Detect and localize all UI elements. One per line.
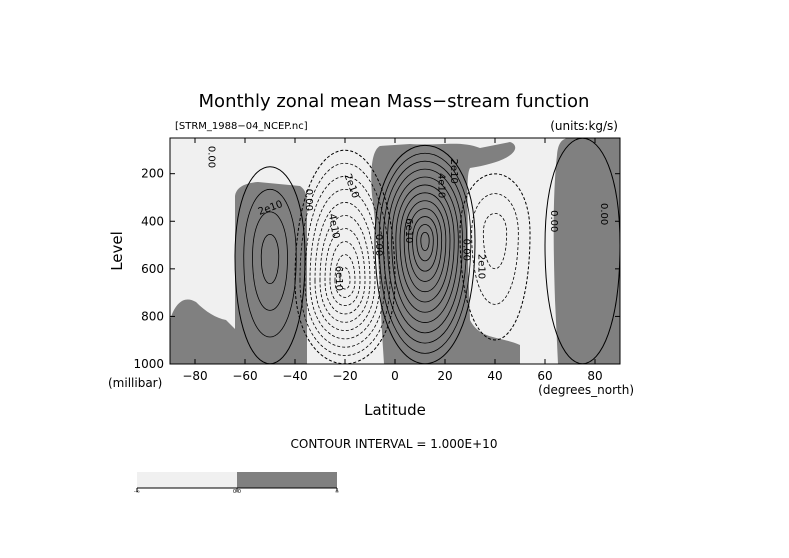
colorbar: -∞ 0.0 ∞ bbox=[134, 472, 339, 495]
northern-hadley-cell-contour bbox=[403, 200, 447, 293]
northern-hadley-cell-contour bbox=[374, 145, 476, 364]
x-tick-label: −60 bbox=[232, 369, 257, 383]
southern-hadley-cell-contour bbox=[324, 228, 366, 315]
y-axis-unit-label: (millibar) bbox=[108, 376, 162, 390]
x-tick-label: 80 bbox=[587, 369, 602, 383]
northern-hadley-cell-contour bbox=[407, 208, 443, 282]
southern-polar-cell-contour bbox=[243, 188, 297, 338]
contour-label: 2e10 bbox=[448, 159, 459, 184]
contour-label: 6e10 bbox=[403, 218, 414, 243]
colorbar-label-zero: 0.0 bbox=[233, 489, 241, 495]
x-axis-ticks: −80 −60 −40 −20 0 20 40 60 80 bbox=[182, 138, 603, 383]
southern-hadley-cell-contour bbox=[299, 163, 391, 356]
chart-title: Monthly zonal mean Mass−stream function bbox=[199, 91, 590, 112]
x-tick-label: 60 bbox=[537, 369, 552, 383]
southern-polar-cell-contour bbox=[234, 166, 306, 364]
northern-hadley-cell-contour bbox=[399, 192, 451, 303]
x-tick-label: 20 bbox=[437, 369, 452, 383]
x-axis-unit-label: (degrees_north) bbox=[538, 383, 634, 397]
y-tick-label: 600 bbox=[141, 262, 164, 276]
colorbar-negative-swatch bbox=[137, 472, 237, 488]
southern-polar-cell-shading bbox=[235, 182, 307, 364]
contour-interval-text: CONTOUR INTERVAL = 1.000E+10 bbox=[291, 437, 498, 451]
southern-polar-cell-contour bbox=[252, 211, 288, 311]
southern-hadley-cell-contour bbox=[334, 254, 356, 298]
southern-hadley-cell-contour bbox=[304, 176, 386, 348]
contour-label: 0.00 bbox=[373, 234, 384, 256]
x-tick-label: 0 bbox=[391, 369, 399, 383]
colorbar-positive-swatch bbox=[237, 472, 337, 488]
contour-label: 0.00 bbox=[303, 189, 314, 211]
x-axis-title: Latitude bbox=[364, 401, 426, 419]
northern-hadley-cell-contour bbox=[378, 152, 472, 354]
southern-hadley-cell-contour bbox=[309, 188, 381, 340]
contour-label: 2e10 bbox=[476, 254, 487, 279]
y-tick-label: 1000 bbox=[133, 357, 164, 371]
northern-hadley-cell-contour bbox=[412, 216, 438, 272]
contour-label: 4e10 bbox=[436, 173, 447, 198]
northern-hadley-cell-contour bbox=[416, 224, 434, 262]
southern-hadley-cell-contour bbox=[314, 202, 376, 331]
contour-label: 0.00 bbox=[206, 146, 217, 168]
northern-hadley-cell-contour bbox=[382, 160, 468, 344]
northern-ferrel-cell-contour bbox=[471, 193, 519, 305]
southern-hadley-cell-contour bbox=[329, 241, 361, 307]
y-tick-label: 400 bbox=[141, 214, 164, 228]
antarctic-surface-shading bbox=[170, 299, 236, 364]
southern-polar-cell-contour bbox=[260, 234, 280, 285]
x-tick-label: −20 bbox=[332, 369, 357, 383]
units-label: (units:kg/s) bbox=[550, 119, 618, 133]
northern-ferrel-cell-contour bbox=[459, 173, 531, 341]
x-tick-label: −80 bbox=[182, 369, 207, 383]
file-label: [STRM_1988−04_NCEP.nc] bbox=[175, 121, 308, 132]
y-tick-label: 800 bbox=[141, 309, 164, 323]
contour-label: 0.00 bbox=[548, 210, 559, 232]
southern-hadley-cell-contour bbox=[294, 149, 396, 364]
northern-ferrel-cell-contour bbox=[482, 213, 508, 269]
y-tick-label: 200 bbox=[141, 167, 164, 181]
colorbar-label-min: -∞ bbox=[134, 489, 140, 495]
x-tick-label: 40 bbox=[487, 369, 502, 383]
northern-hadley-cell-contour bbox=[395, 184, 455, 313]
northern-hadley-cell-contour bbox=[391, 176, 459, 323]
contour-label: 0.00 bbox=[598, 203, 609, 225]
contour-label: 4e10 bbox=[326, 213, 341, 240]
colorbar-label-max: ∞ bbox=[335, 489, 339, 495]
northern-hadley-cell-contour bbox=[387, 168, 463, 334]
contour-label: 0.00 bbox=[461, 239, 472, 261]
northern-polar-cell-shading bbox=[553, 138, 620, 364]
x-tick-label: −40 bbox=[282, 369, 307, 383]
y-axis-title: Level bbox=[108, 231, 126, 271]
contour-label: 6e10 bbox=[333, 266, 344, 291]
northern-hadley-cell-contour bbox=[420, 232, 430, 251]
y-axis-ticks: 200 400 600 800 1000 bbox=[133, 167, 620, 371]
southern-hadley-cell-contour bbox=[339, 267, 351, 290]
southern-hadley-cell-contour bbox=[319, 215, 371, 323]
